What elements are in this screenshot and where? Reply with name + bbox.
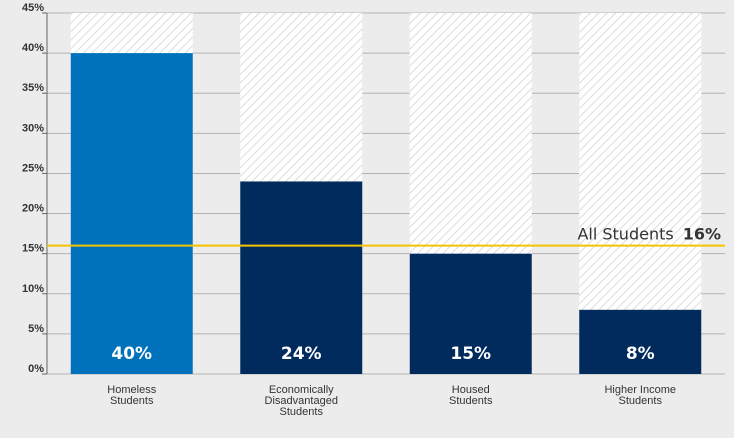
bar [409,253,532,374]
y-tick-label: 30% [22,122,44,134]
category-label-line: Students [110,395,154,407]
y-tick-label: 40% [22,42,44,54]
y-tick-label: 25% [22,162,44,174]
category-label-line: Students [449,395,493,407]
category-label-line: Homeless [107,384,156,396]
category-label: Homeless Students [107,384,156,407]
y-tick-label: 35% [22,82,44,94]
reference-label-name: All Students [577,225,673,244]
y-tick-label: 15% [22,243,44,255]
data-label: 40% [111,344,152,364]
category-label: Economically Disadvantaged Students [265,384,338,418]
reference-label: All Students 16% [577,225,721,244]
y-tick-label: 0% [28,363,44,375]
data-label: 8% [626,344,655,364]
y-tick-label: 10% [22,283,44,295]
category-label: Higher Income Students [604,384,676,407]
category-label: Housed Students [449,384,493,407]
category-label-line: Students [280,406,324,418]
y-tick-label: 5% [28,323,44,335]
bar [579,309,702,374]
bars [70,53,702,374]
data-label: 15% [450,344,491,364]
data-labels: 40% 24% 15% 8% [111,344,654,364]
category-label-line: Higher Income [604,384,676,396]
data-label: 24% [281,344,322,364]
bar [240,181,363,374]
y-axis-ticks: 0% 5% 10% 15% 20% 25% 30% 35% 40% 45% [22,2,47,375]
reference-label-value: 16% [683,225,721,244]
bar [70,53,193,374]
category-label-line: Disadvantaged [265,395,338,407]
y-tick-label: 20% [22,203,44,215]
category-label-line: Students [619,395,663,407]
category-label-line: Economically [269,384,334,396]
y-tick-label: 45% [22,2,44,14]
category-label-line: Housed [452,384,490,396]
